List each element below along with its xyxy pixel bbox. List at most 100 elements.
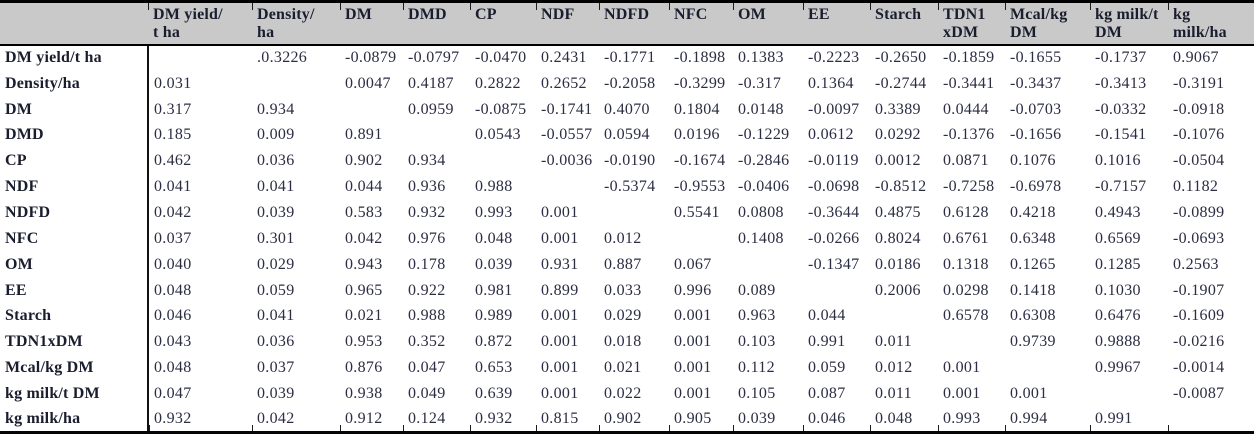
value-cell: -0.1907 [1173, 281, 1225, 299]
value-cell: 0.039 [257, 384, 295, 402]
table-row: DM 0.317 0.934 0.0959 -0.0875 -0.1741 0.4070 0.… [0, 96, 1254, 123]
value-cell: 0.932 [148, 407, 252, 433]
value-cell: 0.067 [674, 255, 712, 273]
value-cell: 0.0196 [674, 126, 720, 144]
value-cell: 0.905 [669, 407, 733, 433]
column-header: Mcal/kg DM [1005, 1, 1090, 46]
diagonal-cell [803, 278, 870, 304]
value-cell: 0.041 [154, 178, 192, 196]
value-cell: 0.001 [943, 359, 981, 377]
diagonal-cell [340, 97, 403, 123]
value-cell: 0.046 [154, 307, 192, 325]
value-cell: .0.3226 [257, 49, 308, 67]
value-cell: 0.1285 [1095, 255, 1141, 273]
value-cell: 0.932 [470, 407, 536, 433]
value-cell: -0.0918 [1173, 100, 1225, 118]
value-cell: 0.0186 [875, 255, 921, 273]
value-cell: -0.3299 [674, 74, 726, 92]
value-cell: 0.9888 [1095, 333, 1141, 351]
value-cell: 0.001 [541, 307, 579, 325]
column-header: Starch [870, 1, 938, 46]
diagonal-cell [403, 123, 470, 149]
table-row: NDFD 0.042 0.039 0.583 0.932 0.993 0.001 0.5541… [0, 200, 1254, 226]
value-cell: -0.1376 [943, 126, 995, 144]
value-cell: 0.043 [154, 333, 192, 351]
value-cell: -0.0504 [1173, 152, 1225, 170]
value-cell: 0.041 [257, 307, 295, 325]
value-cell: 0.037 [154, 229, 192, 247]
value-cell: 0.9739 [1010, 333, 1056, 351]
value-cell: 0.033 [604, 281, 642, 299]
value-cell: 0.049 [408, 384, 446, 402]
value-cell: 0.022 [604, 384, 642, 402]
value-cell: 0.953 [345, 333, 383, 351]
value-cell: 0.932 [408, 203, 446, 221]
value-cell: 0.031 [154, 74, 192, 92]
value-cell: -0.1347 [808, 255, 860, 273]
diagonal-cell [870, 303, 938, 329]
value-cell: 0.044 [345, 178, 383, 196]
value-cell: 0.047 [408, 359, 446, 377]
value-cell: -0.9553 [674, 178, 726, 196]
value-cell: 0.042 [154, 203, 192, 221]
value-cell: 0.1318 [943, 255, 989, 273]
table-row: DM yield/t ha .0.3226 -0.0879 -0.0797 -0.047… [0, 45, 1254, 71]
table-row: kg milk/t DM 0.047 0.039 0.938 0.049 0.639 0.0… [0, 380, 1254, 407]
table-row: NDF 0.041 0.041 0.044 0.936 0.988 -0.5374 -0.95… [0, 174, 1254, 201]
row-label: DM [0, 96, 149, 123]
value-cell: -0.0119 [808, 152, 859, 170]
value-cell: 0.036 [257, 333, 295, 351]
value-cell: 0.6348 [1010, 229, 1056, 247]
value-cell: 0.991 [808, 333, 846, 351]
value-cell: 0.996 [674, 281, 712, 299]
value-cell: 0.583 [345, 203, 383, 221]
column-header: CP [470, 1, 536, 46]
value-cell: 0.0444 [943, 100, 989, 118]
value-cell: 0.001 [541, 359, 579, 377]
value-cell: 0.0594 [604, 126, 650, 144]
value-cell: -0.2744 [875, 74, 927, 92]
value-cell: 0.0871 [943, 152, 989, 170]
table-row: DMD 0.185 0.009 0.891 0.0543 -0.0557 0.0594 0.0… [0, 122, 1254, 149]
value-cell: 0.012 [875, 359, 913, 377]
value-cell: 0.059 [257, 281, 295, 299]
value-cell: 0.934 [408, 152, 446, 170]
value-cell: 0.0543 [475, 126, 521, 144]
value-cell: -0.3644 [808, 203, 860, 221]
column-header: Density/ ha [252, 1, 340, 46]
value-cell: -0.1609 [1173, 307, 1225, 325]
value-cell: -0.1229 [738, 126, 790, 144]
value-cell: -0.0216 [1173, 333, 1225, 351]
value-cell: 0.4070 [604, 100, 650, 118]
value-cell: 0.048 [475, 229, 513, 247]
value-cell: 0.021 [604, 359, 642, 377]
value-cell: 0.989 [475, 307, 513, 325]
value-cell: 0.899 [541, 281, 579, 299]
value-cell: 0.036 [257, 152, 295, 170]
value-cell: 0.2652 [541, 74, 587, 92]
value-cell: 0.9967 [1095, 359, 1141, 377]
value-cell: 0.0808 [738, 203, 784, 221]
value-cell: -0.1076 [1173, 126, 1225, 144]
value-cell: -0.2846 [738, 152, 790, 170]
value-cell: 0.0298 [943, 281, 989, 299]
value-cell: 0.988 [475, 178, 513, 196]
value-cell: 0.4943 [1095, 203, 1141, 221]
value-cell: 0.1383 [738, 49, 784, 67]
row-label: DM yield/t ha [0, 45, 149, 71]
value-cell: 0.048 [154, 359, 192, 377]
diagonal-cell [148, 45, 252, 71]
value-cell: 0.1076 [1010, 152, 1056, 170]
value-cell: -0.2058 [604, 74, 656, 92]
diagonal-cell [1090, 381, 1168, 407]
value-cell: 0.922 [408, 281, 446, 299]
value-cell: 0.039 [475, 255, 513, 273]
value-cell: 0.103 [738, 333, 776, 351]
value-cell: -0.1859 [943, 49, 995, 67]
value-cell: 0.352 [408, 333, 446, 351]
value-cell: 0.988 [408, 307, 446, 325]
header-row: DM yield/ t ha Density/ ha DM DMD CP NDF NDFD N… [0, 1, 1254, 46]
value-cell: 0.0012 [875, 152, 921, 170]
column-header: NDFD [599, 1, 669, 46]
